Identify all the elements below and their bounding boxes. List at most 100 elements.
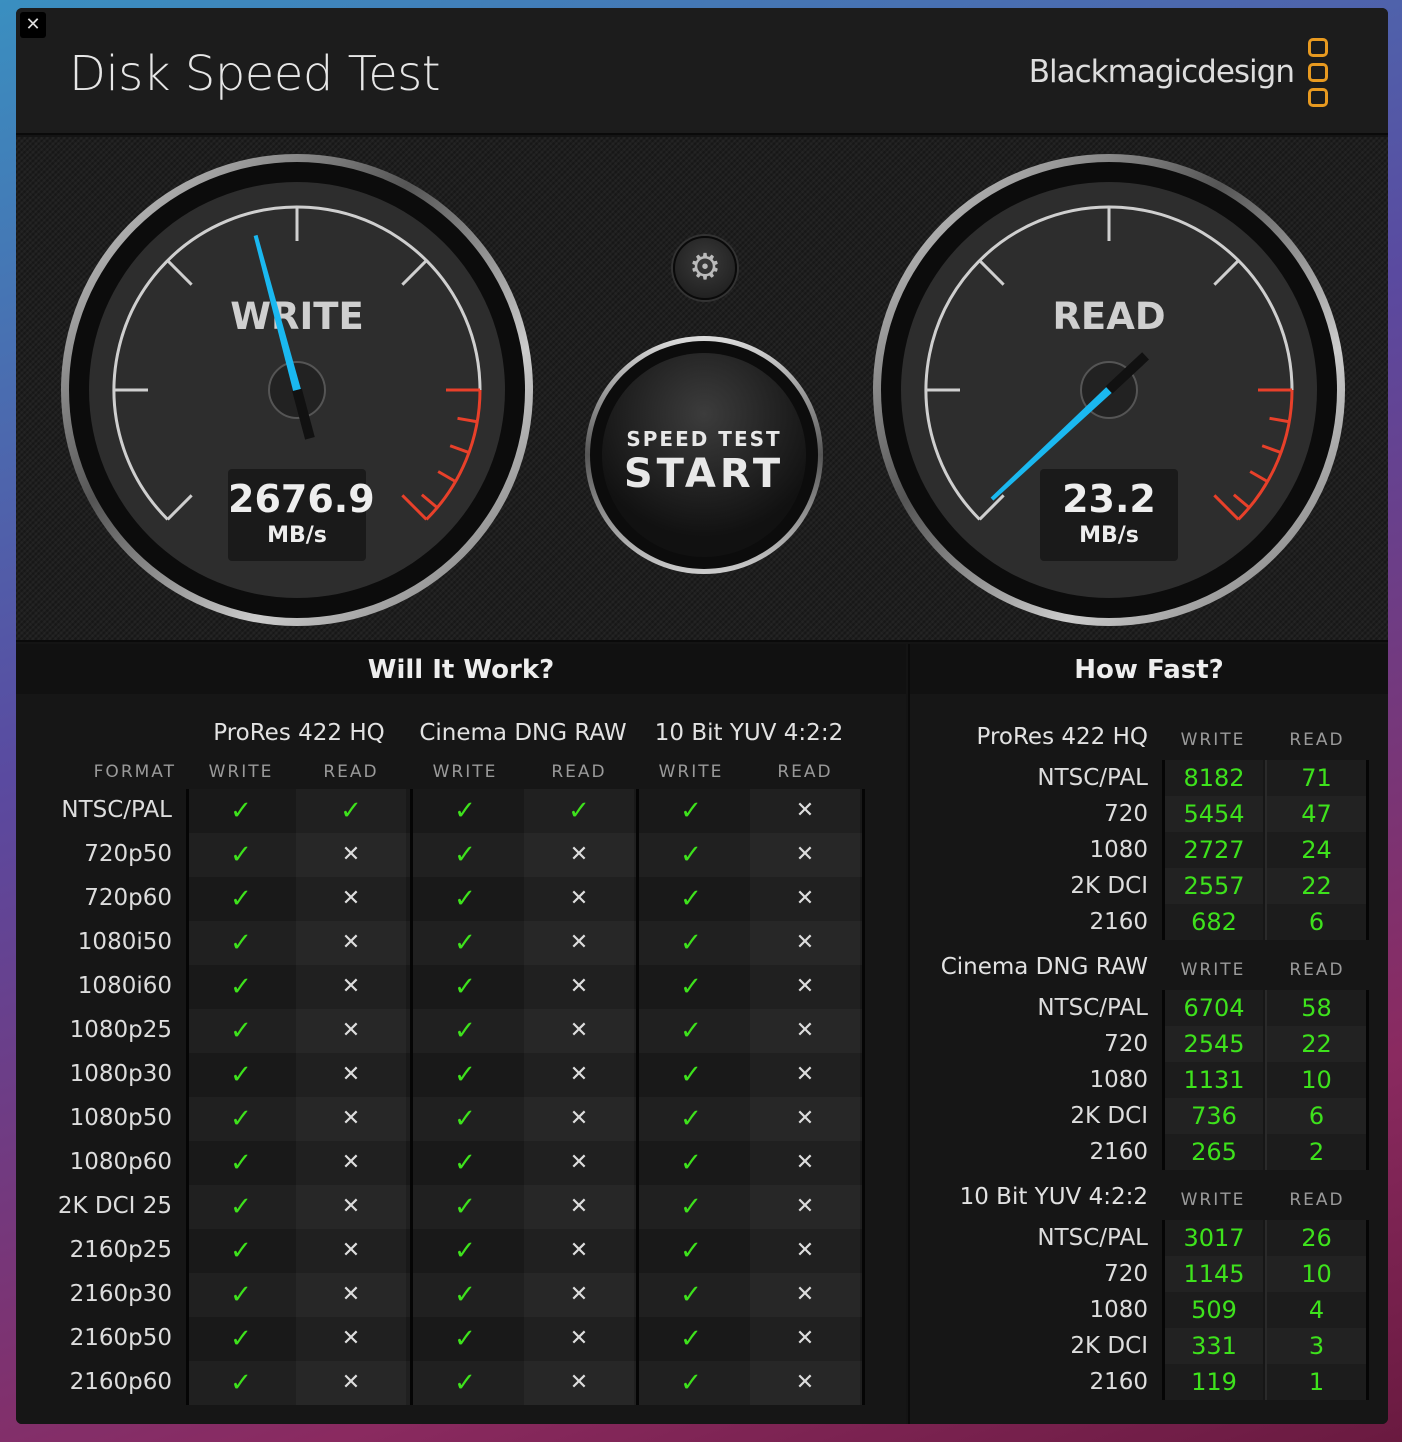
write-fps-value: 2557 <box>1165 868 1263 904</box>
table-row-bg <box>186 1097 862 1141</box>
close-icon[interactable]: ✕ <box>20 12 46 38</box>
check-icon: ✓ <box>680 1368 702 1398</box>
write-fps-value: 1145 <box>1165 1256 1263 1292</box>
how-fast-panel: How Fast? ProRes 422 HQ WRITE READ NTSC/PAL… <box>908 644 1388 1424</box>
write-speed-unit: MB/s <box>267 523 327 548</box>
format-label: 1080p60 <box>69 1149 172 1175</box>
check-icon: ✓ <box>454 1280 476 1310</box>
check-icon: ✓ <box>230 1192 252 1222</box>
write-fps-value: 6704 <box>1165 990 1263 1026</box>
check-icon: ✓ <box>680 796 702 826</box>
check-icon: ✓ <box>680 1192 702 1222</box>
column-divider <box>410 789 413 1405</box>
check-icon: ✓ <box>296 789 406 833</box>
read-needle <box>990 387 1112 501</box>
column-divider <box>1366 990 1369 1170</box>
check-icon: ✓ <box>454 796 476 826</box>
cross-icon: ✕ <box>296 1053 406 1097</box>
read-red-tick <box>1213 494 1240 521</box>
read-gauge-label: READ <box>1052 295 1166 338</box>
write-scale-arc <box>112 205 482 521</box>
cross-icon: ✕ <box>750 1141 860 1185</box>
resolution-label: 2K DCI <box>1070 1103 1148 1129</box>
cross-icon: ✕ <box>296 1361 406 1405</box>
read-major-tick <box>1213 259 1240 286</box>
write-needle <box>253 234 301 392</box>
cross-icon: ✕ <box>750 1009 860 1053</box>
check-icon: ✓ <box>454 884 476 914</box>
check-icon: ✓ <box>680 1148 702 1178</box>
read-fps-value: 4 <box>1265 1292 1366 1328</box>
resolution-label: 2160 <box>1089 1139 1148 1165</box>
speed-group-title: 10 Bit YUV 4:2:2 <box>959 1184 1148 1210</box>
format-label: 720p60 <box>84 885 172 911</box>
format-label: 2160p30 <box>69 1281 172 1307</box>
format-label: 2160p50 <box>69 1325 172 1351</box>
cross-icon: ✕ <box>296 877 406 921</box>
read-red-tick <box>1232 493 1251 509</box>
table-row-bg <box>186 1317 862 1361</box>
read-fps-value: 6 <box>1265 1098 1366 1134</box>
cross-icon: ✕ <box>524 1185 634 1229</box>
write-fps-value: 1131 <box>1165 1062 1263 1098</box>
table-row-bg <box>186 1185 862 1229</box>
read-scale-arc <box>924 205 1294 521</box>
read-column-header: READ <box>777 762 833 782</box>
gear-icon[interactable]: ⚙ <box>673 236 737 300</box>
check-icon: ✓ <box>680 1280 702 1310</box>
write-column-header: WRITE <box>208 762 274 782</box>
table-row-bg <box>186 1141 862 1185</box>
cross-icon: ✕ <box>750 1229 860 1273</box>
format-label: 1080p25 <box>69 1017 172 1043</box>
check-icon: ✓ <box>680 928 702 958</box>
check-icon: ✓ <box>230 1060 252 1090</box>
check-icon: ✓ <box>680 972 702 1002</box>
write-fps-value: 5454 <box>1165 796 1263 832</box>
column-divider <box>1366 760 1369 940</box>
resolution-label: NTSC/PAL <box>1037 995 1148 1021</box>
write-red-tick <box>449 444 470 454</box>
cross-icon: ✕ <box>296 1141 406 1185</box>
cross-icon: ✕ <box>524 965 634 1009</box>
write-gauge-label: WRITE <box>230 295 364 338</box>
table-row-bg <box>186 1229 862 1273</box>
read-red-tick <box>1249 470 1269 483</box>
check-icon: ✓ <box>680 840 702 870</box>
format-label: 1080i50 <box>77 929 172 955</box>
column-divider <box>1162 990 1165 1170</box>
check-icon: ✓ <box>230 1280 252 1310</box>
column-divider <box>1366 1220 1369 1400</box>
cross-icon: ✕ <box>296 1273 406 1317</box>
start-button[interactable]: SPEED TEST START <box>585 336 823 574</box>
format-column-header: FORMAT <box>93 762 176 782</box>
check-icon: ✓ <box>680 1104 702 1134</box>
cross-icon: ✕ <box>524 833 634 877</box>
read-fps-value: 58 <box>1265 990 1366 1026</box>
check-icon: ✓ <box>454 840 476 870</box>
read-fps-value: 10 <box>1265 1062 1366 1098</box>
read-major-tick <box>978 259 1005 286</box>
check-icon: ✓ <box>454 1368 476 1398</box>
cross-icon: ✕ <box>296 833 406 877</box>
cross-icon: ✕ <box>524 1229 634 1273</box>
cross-icon: ✕ <box>750 833 860 877</box>
write-red-tick <box>420 493 439 509</box>
write-needle-group <box>253 234 315 440</box>
resolution-label: 2K DCI <box>1070 873 1148 899</box>
check-icon: ✓ <box>454 1104 476 1134</box>
format-label: 2K DCI 25 <box>57 1193 172 1219</box>
cross-icon: ✕ <box>524 921 634 965</box>
how-fast-title: How Fast? <box>910 644 1388 694</box>
table-row-bg <box>186 1273 862 1317</box>
write-major-tick <box>166 494 193 521</box>
check-icon: ✓ <box>230 1368 252 1398</box>
check-icon: ✓ <box>230 928 252 958</box>
check-icon: ✓ <box>230 1324 252 1354</box>
read-fps-value: 71 <box>1265 760 1366 796</box>
check-icon: ✓ <box>524 789 634 833</box>
brand-logo <box>1308 38 1330 113</box>
write-gauge: WRITE 2676.9 MB/s <box>52 145 542 635</box>
read-fps-value: 22 <box>1265 1026 1366 1062</box>
format-label: 2160p60 <box>69 1369 172 1395</box>
cross-icon: ✕ <box>750 965 860 1009</box>
